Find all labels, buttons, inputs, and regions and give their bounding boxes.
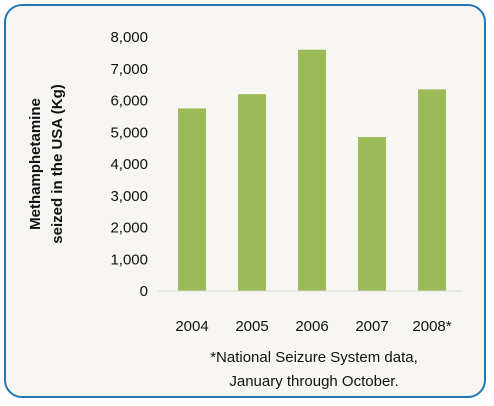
y-axis-label: Methamphetamine seized in the USA (Kg) (27, 84, 66, 243)
footnote-line-1: *National Seizure System data, (210, 349, 418, 366)
y-tick-label: 5,000 (110, 124, 148, 141)
y-tick-label: 2,000 (110, 220, 148, 237)
y-axis-label-line-2: seized in the USA (Kg) (49, 84, 66, 243)
x-tick-label: 2006 (295, 318, 328, 335)
footnote-line-2: January through October. (229, 373, 398, 390)
bar (298, 49, 326, 292)
bar (238, 94, 266, 292)
y-tick-label: 0 (140, 283, 148, 300)
y-tick-label: 8,000 (110, 29, 148, 46)
x-tick-label: 2004 (175, 318, 208, 335)
x-tick-label: 2005 (235, 318, 268, 335)
y-tick-label: 3,000 (110, 188, 148, 205)
y-tick-label: 6,000 (110, 93, 148, 110)
bar (358, 137, 386, 291)
y-tick-label: 4,000 (110, 156, 148, 173)
y-tick-label: 1,000 (110, 251, 148, 268)
x-tick-label: 2007 (355, 318, 388, 335)
y-axis-ticks: 0 1,000 2,000 3,000 4,000 5,000 6,000 7,000 8,00… (110, 29, 148, 300)
bar (418, 89, 446, 291)
bars (178, 49, 446, 292)
x-tick-label: 2008* (412, 318, 451, 335)
y-axis-label-line-1: Methamphetamine (27, 98, 44, 230)
x-axis-ticks: 2004 2005 2006 2007 2008* (175, 318, 451, 335)
y-tick-label: 7,000 (110, 61, 148, 78)
bar (178, 108, 206, 291)
